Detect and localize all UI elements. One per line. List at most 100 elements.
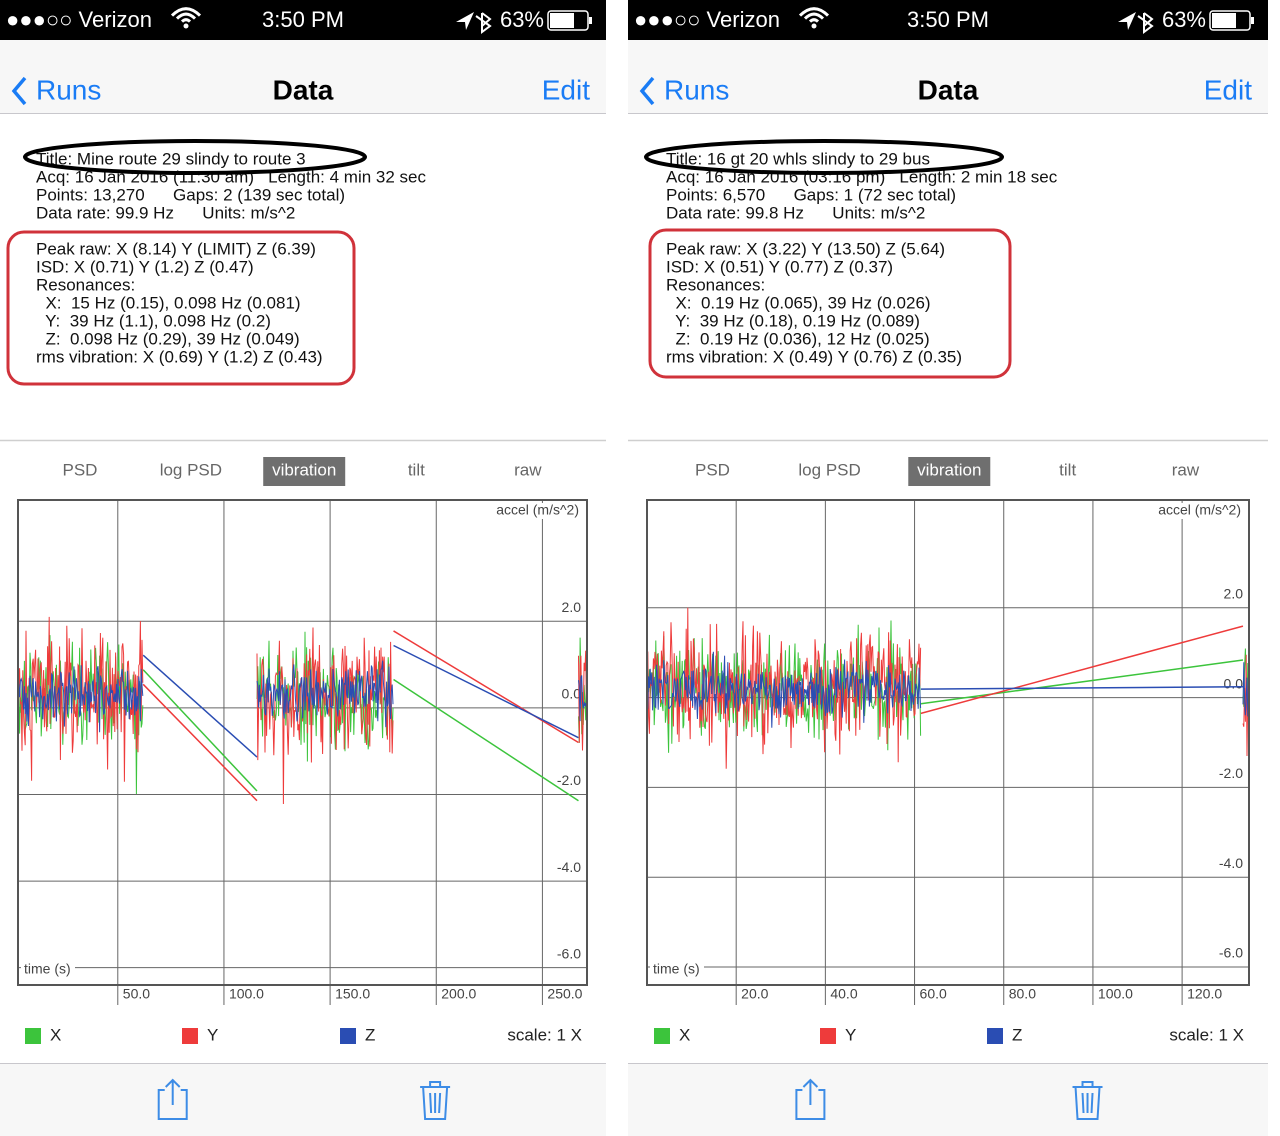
x-axis-label: time (s) [24,961,71,977]
y-label-bg [487,503,583,519]
phone-screen: ●●●○○ Verizon 3:50 PM 63% Runs Data Edit Title… [628,0,1268,1136]
back-button[interactable]: Runs [36,74,101,105]
detail-line: X: 15 Hz (0.15), 0.098 Hz (0.081) [36,293,301,312]
detail-line: rms vibration: X (0.69) Y (1.2) Z (0.43) [36,347,323,366]
legend-label: Y [207,1025,218,1044]
y-tick-label: -4.0 [1219,855,1243,871]
x-tick-label: 40.0 [830,986,857,1002]
x-label-bg [21,961,75,979]
battery-percent: 63% [1162,7,1206,32]
tab-selected[interactable]: vibration [917,460,981,479]
scale-label: scale: 1 X [1169,1025,1244,1044]
battery-level [550,13,574,28]
x-tick-label: 50.0 [123,986,150,1002]
nav-title: Data [273,74,334,105]
detail-line: ISD: X (0.71) Y (1.2) Z (0.47) [36,257,254,276]
y-axis-label: accel (m/s^2) [1158,502,1241,518]
x-tick-label: 250.0 [547,986,582,1002]
legend-swatch [340,1028,356,1044]
tab[interactable]: tilt [1059,460,1076,479]
title-highlight [644,139,1004,175]
tab[interactable]: raw [1172,460,1200,479]
legend-swatch [182,1028,198,1044]
wifi-arc [803,12,825,20]
signal-gap-line [393,630,579,744]
wifi-icon [798,7,830,29]
legend-label: Z [1012,1025,1022,1044]
wifi-arc [808,18,820,23]
tab[interactable]: PSD [695,460,730,479]
bluetooth-icon [1137,12,1154,34]
battery-level [1212,13,1236,28]
clock: 3:50 PM [907,7,989,32]
status-bar [628,0,1268,40]
signal-gap-line [142,669,258,792]
back-chevron[interactable] [11,76,27,106]
battery-tip [1251,17,1254,24]
trash-button[interactable] [420,1081,451,1120]
bluetooth-icon [475,12,492,34]
detail-line: Peak raw: X (3.22) Y (13.50) Z (5.64) [666,239,945,258]
y-tick-label: 2.0 [562,599,582,615]
tab[interactable]: PSD [63,460,98,479]
share-button[interactable] [795,1078,826,1120]
back-chevron[interactable] [639,76,655,106]
battery-percent: 63% [500,7,544,32]
edit-button[interactable]: Edit [1204,74,1252,105]
y-tick-label: -6.0 [557,945,581,961]
signal-gap-line [920,685,1243,690]
legend-label: Y [845,1025,856,1044]
x-tick-label: 150.0 [335,986,370,1002]
x-tick-label: 60.0 [920,986,947,1002]
share-button[interactable] [157,1078,188,1120]
wifi-arc [175,12,197,20]
wifi-icon [170,7,202,29]
tab-selected-bg [263,457,346,486]
tab-selected[interactable]: vibration [272,460,336,479]
legend-label: Z [365,1025,375,1044]
signal-gap-line [920,625,1244,715]
x-tick-label: 20.0 [741,986,768,1002]
y-label-bg [1149,503,1245,519]
signal-trace [647,651,922,728]
wifi-arc [798,7,830,17]
wifi-dot [183,23,189,29]
plot-frame [17,499,588,986]
tab[interactable]: log PSD [160,460,222,479]
x-tick-label: 120.0 [1187,986,1222,1002]
signal-trace [256,627,394,805]
detail-line: Resonances: [36,275,135,294]
x-tick-label: 100.0 [1098,986,1133,1002]
legend-label: X [679,1025,690,1044]
battery-outline [547,10,589,31]
battery-tip [589,17,592,24]
toolbar [628,1063,1268,1136]
legend-swatch [987,1028,1003,1044]
detail-line: Z: 0.098 Hz (0.29), 39 Hz (0.049) [36,329,300,348]
signal-gap-line [920,659,1244,705]
toolbar [0,1063,606,1136]
y-axis-label: accel (m/s^2) [496,502,579,518]
back-button[interactable]: Runs [664,74,729,105]
location-icon [456,12,474,30]
x-tick-label: 100.0 [229,986,264,1002]
legend-swatch [820,1028,836,1044]
carrier: ●●●○○ Verizon [634,7,780,32]
signal-gap-line [142,654,258,758]
tab[interactable]: tilt [408,460,425,479]
tab[interactable]: raw [514,460,542,479]
x-tick-label: 80.0 [1009,986,1036,1002]
y-tick-label: 2.0 [1224,585,1244,601]
trash-button[interactable] [1072,1081,1103,1120]
y-tick-label: 0.0 [1224,675,1244,691]
edit-button[interactable]: Edit [542,74,590,105]
signal-trace [1242,662,1249,717]
legend-label: X [50,1025,61,1044]
signal-gap-line [393,678,579,802]
legend-swatch [654,1028,670,1044]
signal-trace [578,675,587,722]
detail-line: Y: 39 Hz (0.18), 0.19 Hz (0.089) [666,311,920,330]
x-tick-label: 200.0 [441,986,476,1002]
tab[interactable]: log PSD [798,460,860,479]
